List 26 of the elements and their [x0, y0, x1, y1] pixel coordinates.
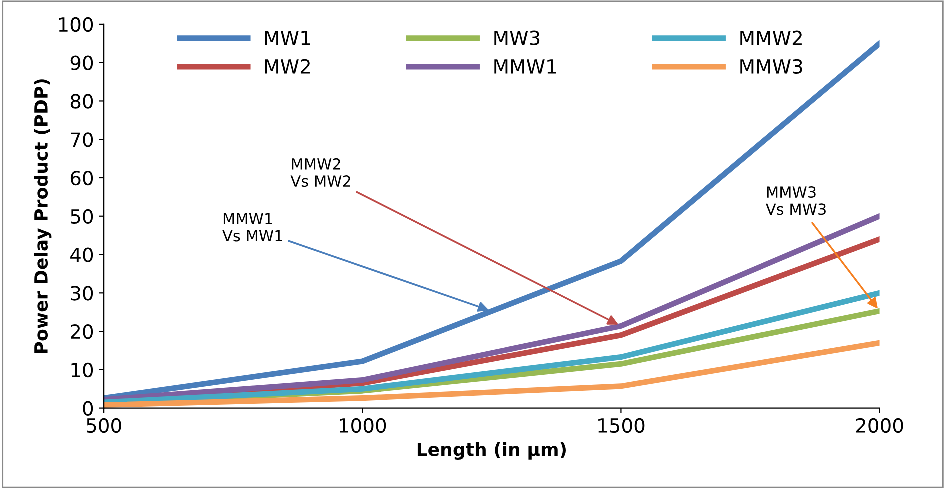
x-tick-label: 2000 [856, 418, 904, 434]
annotation: MMW2 Vs MW2 [290, 158, 350, 188]
y-tick-label: 10 [72, 362, 94, 378]
y-tick-label: 40 [70, 248, 94, 262]
y-tick-label: 70 [71, 132, 94, 148]
y-tick-label: 30 [71, 286, 94, 301]
legend-label: MMW1 [494, 60, 556, 74]
legend-label: MW1 [265, 31, 310, 46]
legend-label: MMW2 [740, 30, 802, 46]
y-tick-label: 60 [70, 170, 94, 186]
x-tick-label: 1000 [340, 418, 386, 434]
x-tick-label: 1500 [598, 418, 645, 434]
legend-label: MW2 [265, 59, 310, 74]
y-tick-label: 90 [70, 56, 94, 70]
y-tick-label: 50 [71, 209, 94, 224]
y-tick-label: 100 [59, 17, 94, 32]
x-tick-label: 500 [87, 418, 122, 434]
y-tick-label: 0 [83, 401, 94, 416]
y-tick-label: 20 [71, 324, 94, 340]
y-tick-label: 80 [70, 94, 94, 109]
y-axis-title: Power Delay Product (PDP) [34, 80, 52, 354]
legend-label: MW3 [494, 30, 540, 46]
x-axis-title: Length (in µm) [418, 442, 566, 460]
legend-label: MMW3 [740, 59, 802, 74]
annotation: MMW3 Vs MW3 [766, 186, 826, 216]
annotation: MMW1 Vs MW1 [222, 213, 282, 242]
